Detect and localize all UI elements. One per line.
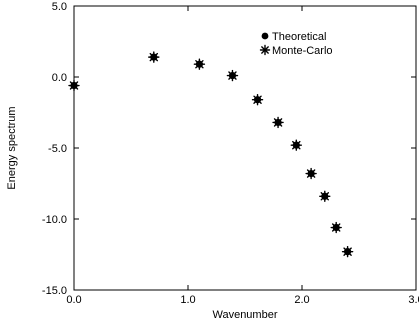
x-tick-label: 3.0 [408, 294, 419, 306]
legend-marker-theoretical [261, 32, 269, 40]
legend-label: Monte-Carlo [272, 45, 333, 57]
y-axis-label: Energy spectrum [6, 106, 18, 189]
y-tick-label: 0.0 [52, 72, 67, 84]
monte-carlo-point [290, 139, 302, 151]
legend: Theoretical Monte-Carlo [259, 31, 333, 57]
monte-carlo-point [319, 190, 331, 202]
y-tick-label: -5.0 [48, 143, 67, 155]
monte-carlo-point [226, 69, 239, 82]
ticks-layer: 0.0 1.0 2.0 3.0 5.0 0.0 -5.0 -10.0 -15.0 [42, 1, 419, 306]
plot-frame [73, 5, 417, 291]
monte-carlo-point [148, 51, 160, 63]
monte-carlo-point [330, 221, 342, 234]
x-tick-label: 2.0 [294, 294, 309, 306]
monte-carlo-point [305, 167, 317, 180]
x-tick-label: 0.0 [66, 294, 81, 306]
monte-carlo-point [193, 58, 206, 70]
monte-carlo-point [68, 79, 80, 92]
monte-carlo-point [272, 116, 284, 129]
x-axis-label: Wavenumber [212, 309, 277, 321]
monte-carlo-point [251, 94, 264, 106]
legend-marker-monte-carlo [259, 44, 271, 56]
x-tick-label: 1.0 [180, 294, 195, 306]
y-tick-label: -10.0 [42, 214, 67, 226]
points-layer [68, 51, 354, 258]
legend-label: Theoretical [272, 31, 326, 43]
y-tick-label: 5.0 [52, 1, 67, 13]
y-tick-label: -15.0 [42, 285, 67, 297]
monte-carlo-point [341, 245, 354, 258]
